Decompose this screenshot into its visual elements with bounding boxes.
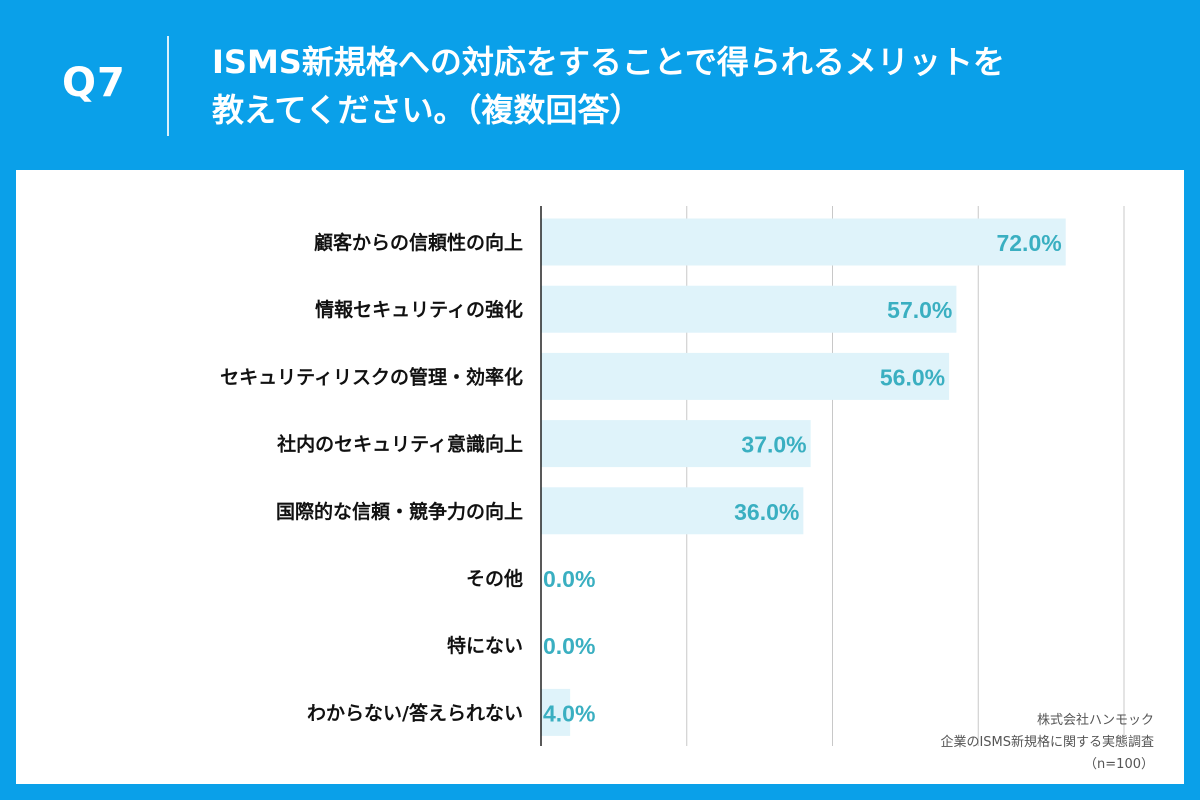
bar	[541, 218, 1066, 266]
question-header: Q7 ISMS新規格への対応をすることで得られるメリットを 教えてください。（複…	[0, 0, 1200, 170]
category-label: その他	[466, 567, 523, 590]
value-label: 72.0%	[996, 230, 1061, 256]
header-divider	[167, 36, 169, 136]
value-label: 0.0%	[543, 633, 595, 659]
value-label: 37.0%	[741, 432, 806, 458]
survey-name: 企業のISMS新規格に関する実態調査	[940, 735, 1154, 750]
bar-chart: 顧客からの信頼性の向上 72.0% 情報セキュリティの強化 57.0% セキュリティリス…	[220, 206, 1125, 746]
value-label: 0.0%	[543, 566, 595, 592]
chart-panel: 顧客からの信頼性の向上 72.0% 情報セキュリティの強化 57.0% セキュリティリス…	[16, 170, 1184, 784]
category-label: 特にない	[447, 635, 523, 657]
question-title-line-1: ISMS新規格への対応をすることで得られるメリットを	[212, 43, 1005, 81]
bar	[541, 688, 571, 736]
sample-size: （n=100）	[1084, 757, 1154, 772]
value-label: 4.0%	[543, 700, 595, 726]
bar	[541, 352, 950, 400]
category-label: セキュリティリスクの管理・効率化	[220, 365, 523, 388]
category-label: 国際的な信頼・競争力の向上	[276, 500, 523, 523]
bar	[541, 487, 804, 535]
bar	[541, 420, 811, 468]
company-name: 株式会社ハンモック	[1036, 713, 1154, 728]
category-label: わからない/答えられない	[307, 701, 523, 724]
value-label: 56.0%	[880, 364, 945, 390]
question-number: Q7	[62, 60, 126, 106]
question-title-line-2: 教えてください。（複数回答）	[212, 91, 642, 129]
value-label: 57.0%	[887, 297, 952, 323]
category-label: 顧客からの信頼性の向上	[314, 231, 523, 254]
survey-notes: 株式会社ハンモック 企業のISMS新規格に関する実態調査 （n=100）	[940, 710, 1154, 776]
value-label: 36.0%	[734, 499, 799, 525]
category-label: 社内のセキュリティ意識向上	[276, 433, 523, 456]
bar	[541, 285, 957, 333]
category-label: 情報セキュリティの強化	[315, 298, 523, 321]
question-title: ISMS新規格への対応をすることで得られるメリットを 教えてください。（複数回答…	[212, 38, 1172, 134]
